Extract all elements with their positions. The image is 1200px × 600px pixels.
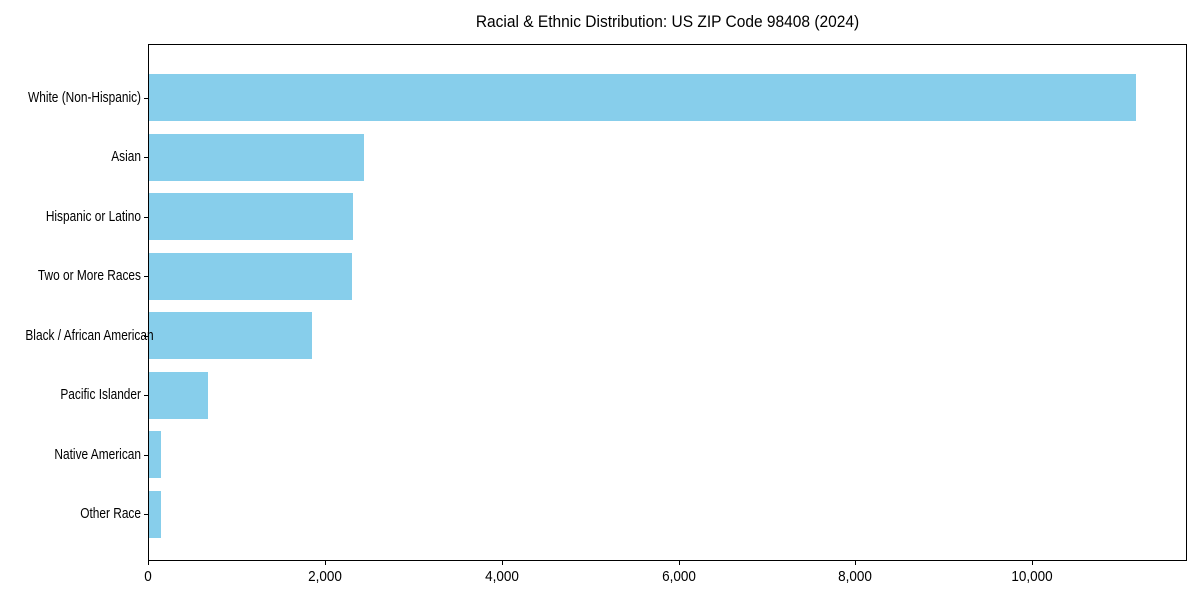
x-tick — [501, 561, 503, 565]
y-tick-label: Native American — [54, 446, 141, 463]
bar-hispanic-or-latino — [149, 193, 354, 241]
bar-pacific-islander — [149, 371, 209, 419]
y-tick-label: Asian — [111, 149, 141, 166]
y-tick — [144, 216, 148, 218]
bar-other-race — [149, 490, 162, 538]
x-tick-label: 10,000 — [1011, 568, 1053, 585]
y-tick-label: Other Race — [80, 506, 141, 523]
x-tick — [148, 561, 149, 565]
chart-title: Racial & Ethnic Distribution: US ZIP Cod… — [475, 13, 860, 31]
x-tick-label: 2,000 — [307, 568, 342, 585]
y-tick-label: Pacific Islander — [60, 387, 141, 404]
bar-white-non-hispanic — [149, 74, 1136, 121]
x-tick — [1032, 561, 1034, 565]
y-tick-label: Two or More Races — [37, 268, 141, 285]
bar-black-african-american — [149, 312, 312, 360]
x-tick-label: 0 — [144, 568, 152, 585]
y-tick — [144, 157, 148, 159]
x-tick — [324, 561, 326, 565]
bar-two-or-more-races — [149, 252, 353, 300]
y-tick — [144, 454, 148, 456]
y-tick — [144, 335, 148, 337]
y-tick-label: Hispanic or Latino — [45, 208, 141, 225]
plot-area — [148, 44, 1187, 561]
y-tick — [144, 276, 148, 278]
bar-asian — [149, 133, 364, 181]
y-tick — [144, 97, 148, 99]
x-tick-label: 6,000 — [661, 568, 696, 585]
x-tick — [678, 561, 680, 565]
y-tick-label: White (Non-Hispanic) — [28, 89, 141, 106]
y-tick — [144, 395, 148, 397]
x-tick-label: 4,000 — [484, 568, 519, 585]
x-tick-label: 8,000 — [838, 568, 873, 585]
y-tick — [144, 514, 148, 516]
x-tick — [855, 561, 857, 565]
bar-native-american — [149, 431, 161, 479]
y-tick-label: Black / African American — [25, 327, 154, 344]
